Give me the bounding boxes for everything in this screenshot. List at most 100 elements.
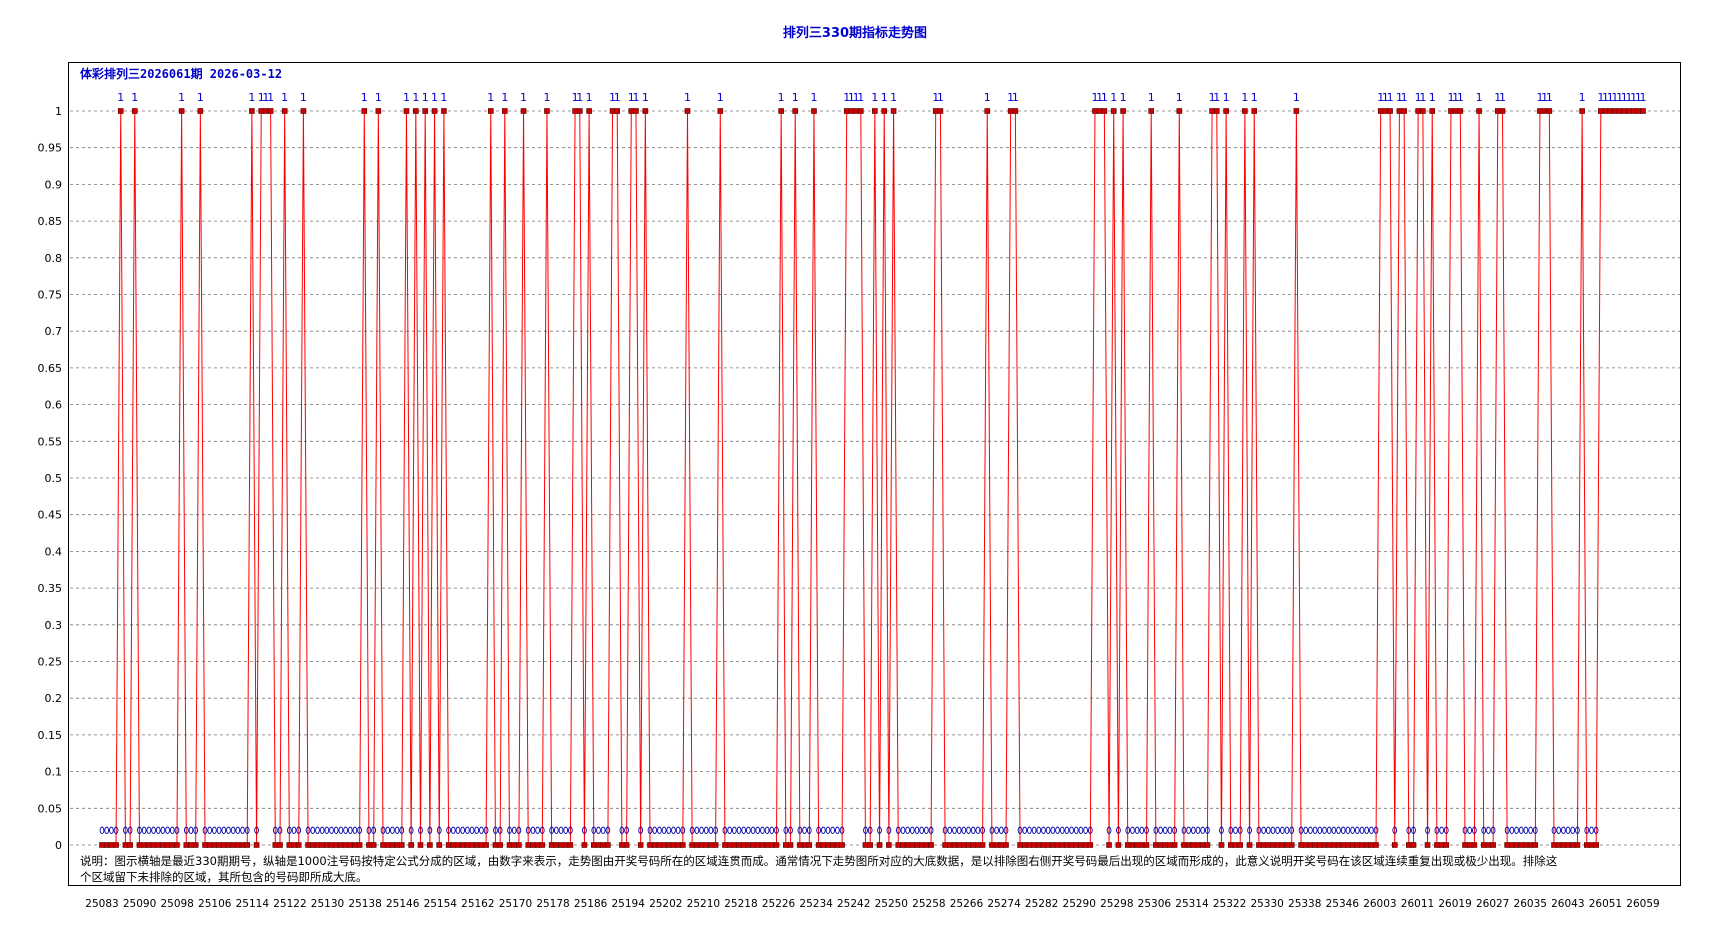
zero-point (1185, 842, 1192, 848)
zero-ring (1153, 826, 1159, 834)
hit-point (197, 108, 204, 114)
hit-point (1377, 108, 1384, 114)
zero-point (1331, 842, 1337, 848)
zero-point (286, 842, 293, 848)
zero-ring (1308, 826, 1313, 834)
zero-ring (1041, 826, 1046, 834)
hit-label: 1 (431, 91, 438, 104)
zero-point (1265, 842, 1272, 848)
zero-point (1129, 842, 1136, 848)
zero-ring (1312, 826, 1318, 834)
hit-label: 1 (1635, 91, 1642, 104)
hit-point (1110, 108, 1117, 114)
hit-point (1415, 108, 1421, 114)
zero-ring (493, 826, 498, 834)
zero-point (380, 842, 386, 848)
hit-label: 1 (1611, 91, 1618, 104)
zero-point (1171, 842, 1178, 848)
zero-ring (760, 826, 765, 834)
zero-point (1523, 842, 1529, 848)
zero-point (1139, 842, 1145, 848)
zero-point (764, 842, 770, 848)
zero-point (722, 842, 728, 848)
series-line (102, 110, 1643, 846)
zero-point (220, 842, 227, 848)
zero-ring (216, 826, 222, 834)
zero-ring (174, 826, 180, 834)
zero-point (1199, 842, 1206, 848)
zero-point (169, 842, 176, 848)
zero-point (417, 842, 424, 848)
zero-point (619, 842, 625, 848)
zero-ring (155, 826, 161, 834)
zero-point (1106, 842, 1112, 848)
hit-point (1209, 108, 1215, 114)
zero-ring (624, 826, 629, 834)
zero-ring (1326, 826, 1332, 834)
zero-point (464, 842, 471, 848)
zero-point (1031, 842, 1037, 848)
x-tick-label: 25098 (160, 898, 193, 910)
zero-point (455, 842, 461, 848)
zero-point (1064, 842, 1070, 848)
zero-ring (1350, 826, 1355, 834)
hit-label: 1 (932, 91, 939, 104)
hit-label: 1 (1546, 91, 1553, 104)
zero-ring (1392, 826, 1398, 834)
x-tick-label: 25162 (461, 898, 494, 910)
hit-label: 1 (984, 91, 991, 104)
zero-ring (1233, 826, 1238, 834)
hit-label: 1 (1621, 91, 1628, 104)
zero-ring (469, 826, 475, 834)
zero-point (1560, 842, 1567, 848)
zero-point (1555, 842, 1562, 848)
zero-point (886, 842, 892, 848)
x-tick-label: 26035 (1514, 898, 1547, 910)
zero-ring (1439, 826, 1444, 834)
zero-ring (558, 826, 564, 834)
hit-label: 1 (262, 91, 269, 104)
zero-point (1054, 842, 1061, 848)
zero-point (389, 842, 396, 848)
zero-ring (600, 826, 606, 834)
zero-point (956, 842, 962, 848)
zero-ring (1003, 826, 1009, 834)
zero-ring (549, 826, 555, 834)
zero-point (1078, 842, 1084, 848)
hit-label: 1 (1401, 91, 1408, 104)
zero-point (530, 842, 536, 848)
zero-ring (1256, 826, 1262, 834)
zero-ring (385, 826, 391, 834)
hit-point (1101, 108, 1108, 114)
zero-point (768, 842, 775, 848)
zero-ring (1275, 826, 1281, 834)
hit-label: 1 (1213, 91, 1220, 104)
zero-point (103, 842, 110, 848)
zero-point (534, 842, 541, 848)
zero-ring (127, 826, 133, 834)
hit-label: 1 (1382, 91, 1389, 104)
zero-ring (671, 826, 676, 834)
zero-point (370, 842, 377, 848)
zero-ring (816, 826, 821, 834)
zero-ring (1481, 826, 1487, 834)
zero-ring (113, 826, 119, 834)
zero-ring (165, 826, 170, 834)
zero-point (726, 842, 733, 848)
zero-ring (235, 826, 241, 834)
zero-ring (605, 826, 611, 834)
hit-point (1499, 108, 1506, 114)
hit-label: 1 (248, 91, 255, 104)
zero-ring (1064, 826, 1070, 834)
zero-point (244, 842, 251, 848)
zero-point (1124, 842, 1131, 848)
zero-point (1284, 842, 1290, 848)
zero-ring (839, 826, 845, 834)
zero-point (1490, 842, 1496, 848)
zero-ring (1050, 826, 1056, 834)
zero-ring (952, 826, 957, 834)
y-tick-label: 0.05 (38, 802, 63, 815)
hit-label: 1 (412, 91, 419, 104)
zero-point (665, 842, 672, 848)
zero-ring (202, 826, 208, 834)
